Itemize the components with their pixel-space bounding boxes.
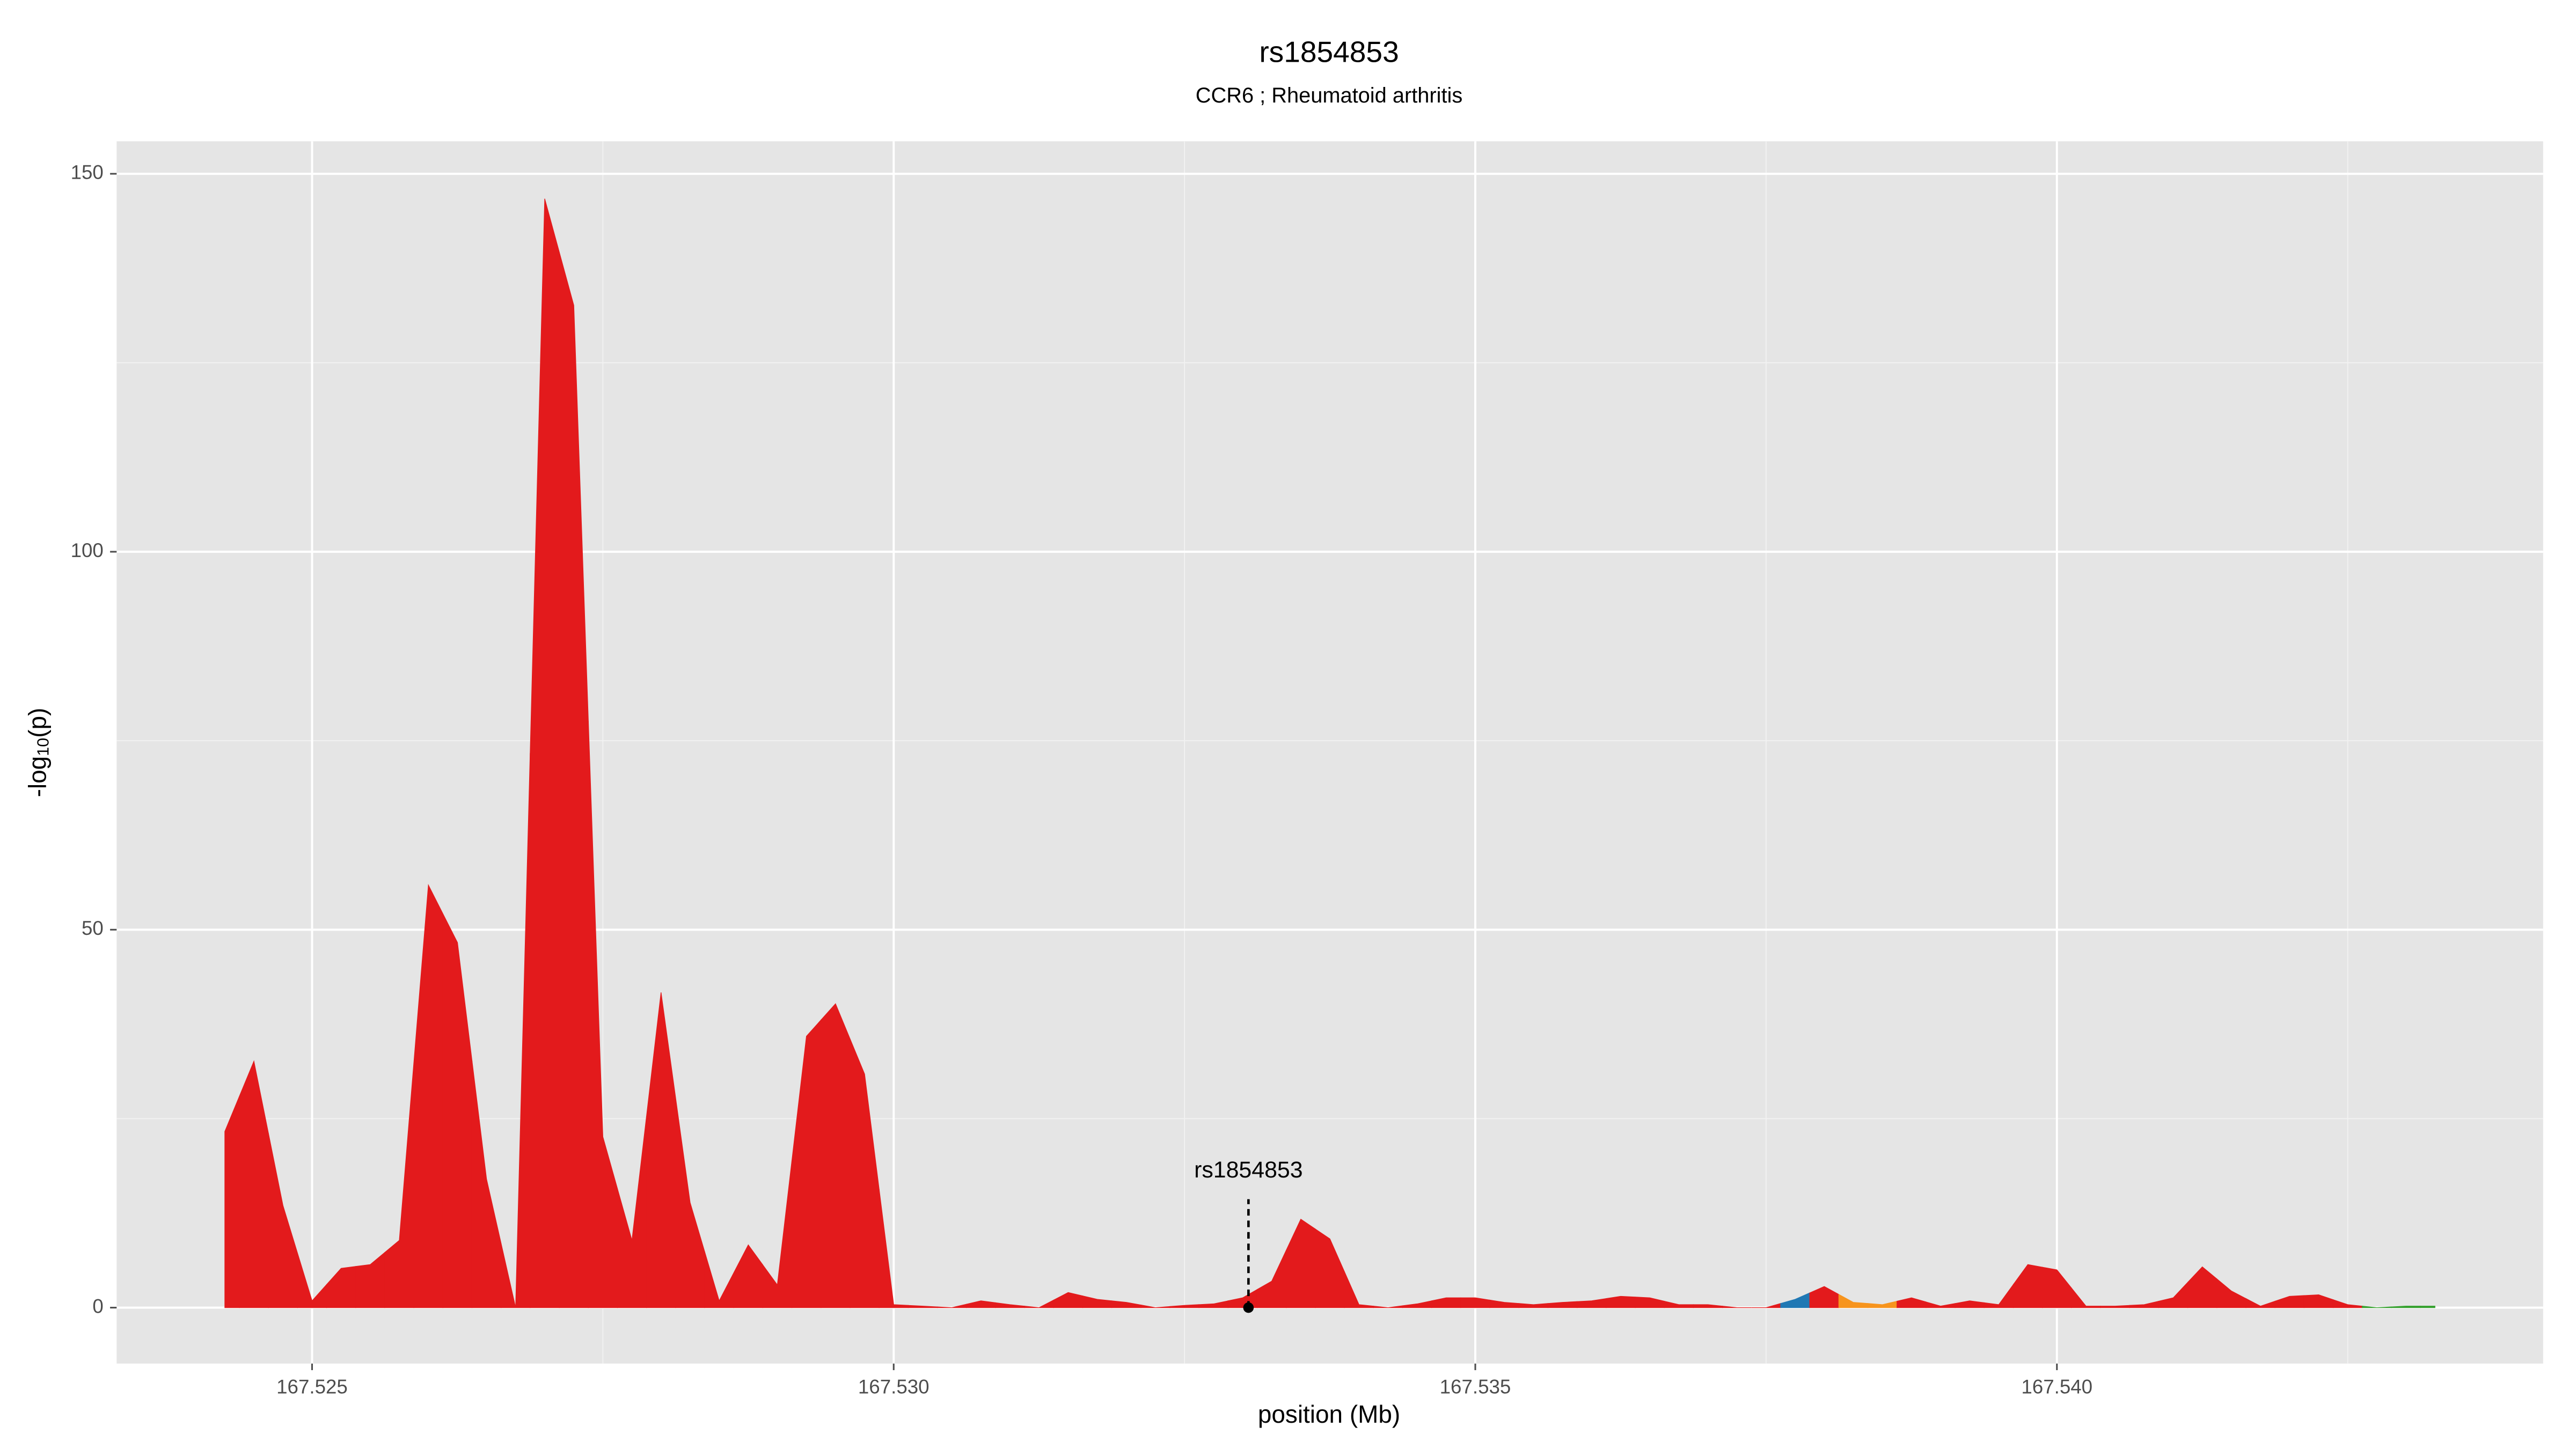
area-piece <box>2216 1278 2246 1308</box>
area-piece <box>936 1304 967 1308</box>
area-piece <box>675 1097 705 1308</box>
x-axis-label: position (Mb) <box>1258 1400 1400 1428</box>
area-piece <box>733 1244 764 1308</box>
area-piece <box>879 1189 909 1308</box>
area-piece <box>501 753 531 1308</box>
area-piece <box>1344 1271 1374 1308</box>
area-piece <box>1373 1305 1403 1308</box>
area-piece <box>1897 1297 1927 1308</box>
area-piece <box>1722 1306 1752 1308</box>
area-piece <box>2158 1281 2189 1308</box>
y-tick-label: 50 <box>82 917 104 939</box>
area-piece <box>1169 1304 1199 1308</box>
y-label-part: (p) <box>24 708 52 738</box>
area-piece <box>559 252 589 1308</box>
annotation-point <box>1243 1302 1254 1313</box>
area-piece <box>2100 1305 2130 1308</box>
area-piece <box>995 1302 1025 1308</box>
area-piece <box>2391 1306 2421 1308</box>
x-tick-label: 167.525 <box>276 1375 348 1397</box>
area-piece <box>1518 1303 1549 1308</box>
y-label-sub: 10 <box>34 738 53 756</box>
y-tick-label: 100 <box>71 539 104 561</box>
chart-title: rs1854853 <box>1259 35 1399 69</box>
area-piece <box>1315 1228 1345 1308</box>
area-piece <box>1664 1300 1694 1308</box>
area-piece <box>1606 1296 1636 1308</box>
area-piece <box>1140 1304 1170 1308</box>
area-piece <box>762 1160 793 1308</box>
chart-subtitle: CCR6 ; Rheumatoid arthritis <box>1196 84 1462 107</box>
axes: 167.525 167.530 167.535 167.540 0 50 100 150 <box>71 162 2093 1398</box>
area-piece <box>297 1253 327 1308</box>
area-piece <box>1809 1286 1839 1308</box>
x-tick-label: 167.530 <box>858 1375 930 1397</box>
area-piece <box>908 1305 938 1308</box>
area-piece <box>2420 1306 2435 1308</box>
x-tick-label: 167.535 <box>1440 1375 1511 1397</box>
y-axis-label: -log10(p) <box>24 708 53 797</box>
area-piece <box>1082 1295 1113 1308</box>
area-piece <box>1547 1301 1578 1308</box>
area-piece <box>1693 1304 1723 1308</box>
area-piece <box>1838 1293 1869 1308</box>
area-piece <box>326 1266 356 1308</box>
area-piece <box>384 1063 414 1308</box>
area-piece <box>617 1116 647 1308</box>
area-piece <box>1431 1297 1461 1308</box>
area-piece <box>1198 1300 1229 1308</box>
area-piece <box>2042 1267 2072 1308</box>
x-tick-label: 167.540 <box>2021 1375 2092 1397</box>
area-piece <box>1489 1299 1519 1308</box>
grid <box>116 141 2543 1364</box>
area-piece <box>1984 1283 2014 1308</box>
area-piece <box>2245 1298 2275 1308</box>
area-piece <box>2274 1295 2304 1308</box>
area-piece <box>355 1252 385 1308</box>
area-piece <box>1867 1300 1898 1308</box>
area-piece <box>1635 1297 1665 1308</box>
area-piece <box>1256 1250 1287 1308</box>
area-piece <box>1286 1218 1316 1308</box>
area-piece <box>1024 1299 1054 1308</box>
area: rs1854853 <box>224 199 2435 1313</box>
area-piece <box>1780 1292 1810 1308</box>
y-tick-label: 0 <box>92 1295 103 1317</box>
area-piece <box>239 1060 269 1308</box>
area-piece <box>1955 1300 1985 1308</box>
area-piece <box>471 1060 502 1308</box>
area-piece <box>2187 1266 2218 1308</box>
area-piece <box>704 1252 734 1308</box>
area-piece <box>1577 1298 1607 1308</box>
annotation-label: rs1854853 <box>1194 1157 1302 1183</box>
area-piece <box>646 992 676 1308</box>
area-piece <box>530 199 560 1308</box>
area-piece <box>224 1096 240 1308</box>
area-piece <box>1053 1292 1084 1308</box>
y-tick-label: 150 <box>71 162 104 184</box>
area-piece <box>1111 1300 1141 1308</box>
area-piece <box>2071 1287 2101 1308</box>
area-piece <box>966 1300 996 1308</box>
area-piece <box>1460 1297 1490 1308</box>
area-piece <box>821 1003 851 1308</box>
area-piece <box>268 1133 298 1308</box>
area-piece <box>2362 1306 2392 1308</box>
area-piece <box>850 1038 880 1308</box>
area-piece <box>413 884 443 1308</box>
area-piece <box>2012 1264 2043 1308</box>
y-label-part: -log <box>24 756 52 797</box>
area-piece <box>2129 1300 2160 1308</box>
area-piece <box>588 721 618 1308</box>
area-piece <box>1402 1300 1432 1308</box>
area-piece <box>2303 1294 2334 1308</box>
area-piece <box>2332 1299 2363 1308</box>
area-piece <box>1926 1301 1956 1308</box>
area-piece <box>791 1019 822 1308</box>
area-piece <box>442 913 473 1308</box>
